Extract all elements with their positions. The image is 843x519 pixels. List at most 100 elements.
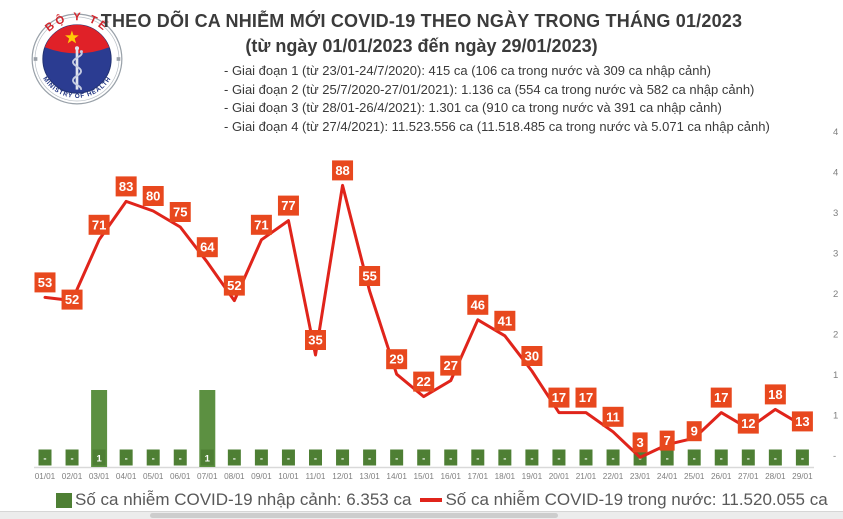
- imported-cases-label: -: [503, 454, 506, 465]
- imported-cases-label-box: [119, 449, 133, 466]
- x-tick-label: 08/01: [224, 472, 245, 481]
- x-tick-label: 13/01: [359, 472, 380, 481]
- domestic-cases-label: 80: [146, 189, 160, 204]
- imported-cases-label-box: [227, 449, 241, 466]
- logo-red-cap: [44, 24, 110, 54]
- domestic-cases-label-box: [332, 160, 354, 181]
- imported-cases-label: -: [152, 454, 155, 465]
- imported-cases-label: -: [611, 454, 614, 465]
- x-tick-label: 15/01: [413, 472, 434, 481]
- domestic-cases-label: 88: [335, 163, 349, 178]
- period-summary: - Giai đoạn 1 (từ 23/01-24/7/2020): 415 …: [224, 62, 770, 136]
- y-tick-label: 4: [833, 168, 838, 179]
- domestic-cases-label: 41: [498, 313, 512, 328]
- logo-star-icon: [65, 30, 79, 44]
- x-tick-label: 21/01: [576, 472, 597, 481]
- imported-cases-label-box: [390, 449, 404, 466]
- imported-cases-label: 1: [205, 454, 211, 465]
- x-tick-label: 22/01: [603, 472, 624, 481]
- x-tick-label: 24/01: [657, 472, 678, 481]
- imported-cases-label-box: [444, 449, 458, 466]
- imported-cases-label: -: [287, 454, 290, 465]
- domestic-cases-line: [43, 183, 804, 459]
- imported-cases-label-box: [200, 449, 214, 466]
- domestic-cases-label: 71: [92, 217, 106, 232]
- imported-cases-label: -: [125, 454, 128, 465]
- x-tick-label: 10/01: [278, 472, 299, 481]
- scrollbar-thumb[interactable]: [150, 513, 558, 518]
- imported-cases-label-box: [146, 449, 160, 466]
- x-tick-label: 19/01: [522, 472, 543, 481]
- x-tick-label: 23/01: [630, 472, 651, 481]
- x-tick-label: 09/01: [251, 472, 272, 481]
- domestic-cases-label-box: [277, 195, 299, 216]
- x-tick-label: 12/01: [332, 472, 353, 481]
- domestic-cases-label: 35: [308, 333, 322, 348]
- domestic-cases-label-box: [659, 430, 675, 451]
- x-tick-label: 29/01: [792, 472, 813, 481]
- logo-right-mark: [116, 57, 121, 61]
- period-line-1: - Giai đoạn 1 (từ 23/01-24/7/2020): 415 …: [224, 63, 712, 78]
- domestic-cases-label: 55: [362, 269, 376, 284]
- domestic-cases-label: 9: [691, 424, 698, 439]
- domestic-cases-label-box: [88, 214, 110, 235]
- imported-cases-label-box: [579, 449, 593, 466]
- y-tick-label: 4: [833, 127, 838, 138]
- y-tick-label: 1: [833, 370, 838, 381]
- domestic-cases-label: 53: [38, 275, 52, 290]
- domestic-cases-label: 11: [606, 409, 620, 424]
- x-tick-label: 03/01: [89, 472, 110, 481]
- imported-cases-label-box: [606, 449, 620, 466]
- page-subtitle: (từ ngày 01/01/2023 đến ngày 29/01/2023): [245, 36, 598, 56]
- x-tick-label: 05/01: [143, 472, 164, 481]
- domestic-cases-label-box: [413, 371, 435, 392]
- imported-cases-label-box: [65, 449, 79, 466]
- x-tick-label: 26/01: [711, 472, 732, 481]
- y-tick-label: 3: [833, 249, 838, 260]
- period-line-2: - Giai đoạn 2 (từ 25/7/2020-27/01/2021):…: [224, 81, 755, 97]
- imported-cases-label: -: [774, 454, 777, 465]
- domestic-cases-label-box: [223, 275, 245, 296]
- imported-cases-label: -: [530, 454, 533, 465]
- domestic-cases-label: 30: [525, 349, 539, 364]
- domestic-cases-label: 27: [444, 358, 458, 373]
- period-line-3: - Giai đoạn 3 (từ 28/01-26/4/2021): 1.30…: [224, 100, 722, 115]
- horizontal-scrollbar[interactable]: [0, 511, 843, 519]
- x-tick-label: 18/01: [495, 472, 516, 481]
- x-tick-label: 27/01: [738, 472, 759, 481]
- domestic-cases-label: 52: [227, 278, 241, 293]
- domestic-cases-label-box: [686, 421, 702, 442]
- domestic-cases-label: 77: [281, 198, 295, 213]
- domestic-cases-label-box: [196, 237, 218, 258]
- imported-cases-label: -: [584, 454, 587, 465]
- imported-cases-label: -: [476, 454, 479, 465]
- domestic-cases-label: 7: [664, 433, 671, 448]
- domestic-cases-label: 18: [768, 387, 782, 402]
- domestic-cases-label: 83: [119, 179, 133, 194]
- domestic-cases-label-box: [34, 272, 56, 293]
- imported-cases-label: -: [43, 454, 46, 465]
- imported-cases-label: -: [693, 454, 696, 465]
- period-line-4: - Giai đoạn 4 (từ 27/4/2021): 11.523.556…: [224, 118, 770, 134]
- imported-cases-label-box: [38, 449, 52, 466]
- x-tick-label: 01/01: [35, 472, 56, 481]
- domestic-cases-label: 29: [389, 352, 403, 367]
- imported-cases-label: -: [233, 454, 236, 465]
- imported-cases-label-box: [281, 449, 295, 466]
- imported-cases-label-box: [768, 449, 782, 466]
- imported-cases-label: -: [666, 454, 669, 465]
- x-tick-label: 28/01: [765, 472, 786, 481]
- domestic-cases-label-box: [115, 176, 137, 197]
- page-title: THEO DÕI CA NHIỄM MỚI COVID-19 THEO NGÀY…: [100, 11, 743, 31]
- imported-cases-label: -: [801, 454, 804, 465]
- domestic-cases-label: 17: [552, 390, 566, 405]
- imported-cases-label: -: [70, 454, 73, 465]
- domestic-cases-label: 13: [795, 414, 809, 429]
- logo-left-mark: [33, 57, 38, 61]
- imported-cases-label: -: [639, 454, 642, 465]
- domestic-cases-label-box: [575, 387, 597, 408]
- imported-cases-label: -: [557, 454, 560, 465]
- y-tick-label: 2: [833, 330, 838, 341]
- domestic-cases-label-box: [710, 387, 732, 408]
